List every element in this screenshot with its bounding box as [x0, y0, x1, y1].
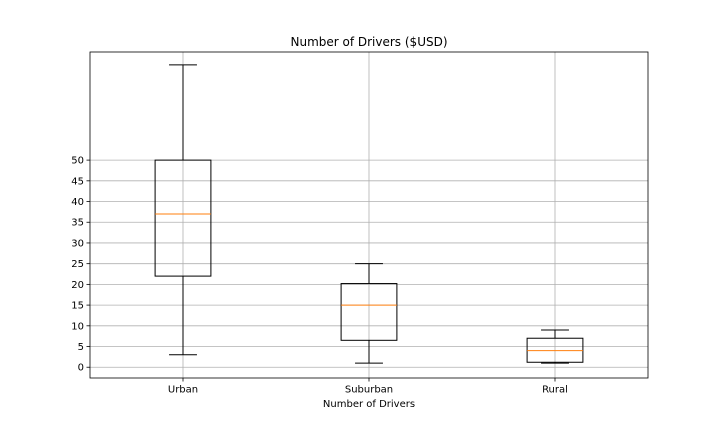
- box-suburban: [340, 263, 398, 364]
- y-tick-label: 20: [71, 280, 84, 291]
- y-tick-label: 50: [71, 156, 84, 167]
- y-tick-label: 0: [78, 363, 84, 374]
- y-tick-label: 35: [71, 218, 84, 229]
- y-tick-label: 15: [71, 301, 84, 312]
- y-tick-label: 30: [71, 238, 84, 249]
- x-axis-label: Number of Drivers: [323, 399, 415, 410]
- box-rural: [526, 329, 584, 364]
- x-tick-label: Urban: [168, 385, 198, 396]
- y-tick-label: 5: [78, 342, 84, 353]
- box-series: [154, 64, 584, 364]
- box-urban: [154, 64, 212, 356]
- x-tick-label: Suburban: [345, 385, 393, 396]
- y-tick-label: 45: [71, 176, 84, 187]
- iqr-box: [154, 159, 212, 277]
- x-axis-ticks: Urban Suburban Rural: [168, 378, 568, 396]
- y-axis-ticks: 0 5 10 15 20 25 30 35 40 45 50: [71, 156, 90, 374]
- y-tick-label: 25: [71, 259, 84, 270]
- y-tick-label: 40: [71, 197, 84, 208]
- iqr-box: [340, 283, 398, 341]
- chart-title: Number of Drivers ($USD): [290, 35, 447, 49]
- x-tick-label: Rural: [542, 385, 568, 396]
- y-tick-label: 10: [71, 321, 84, 332]
